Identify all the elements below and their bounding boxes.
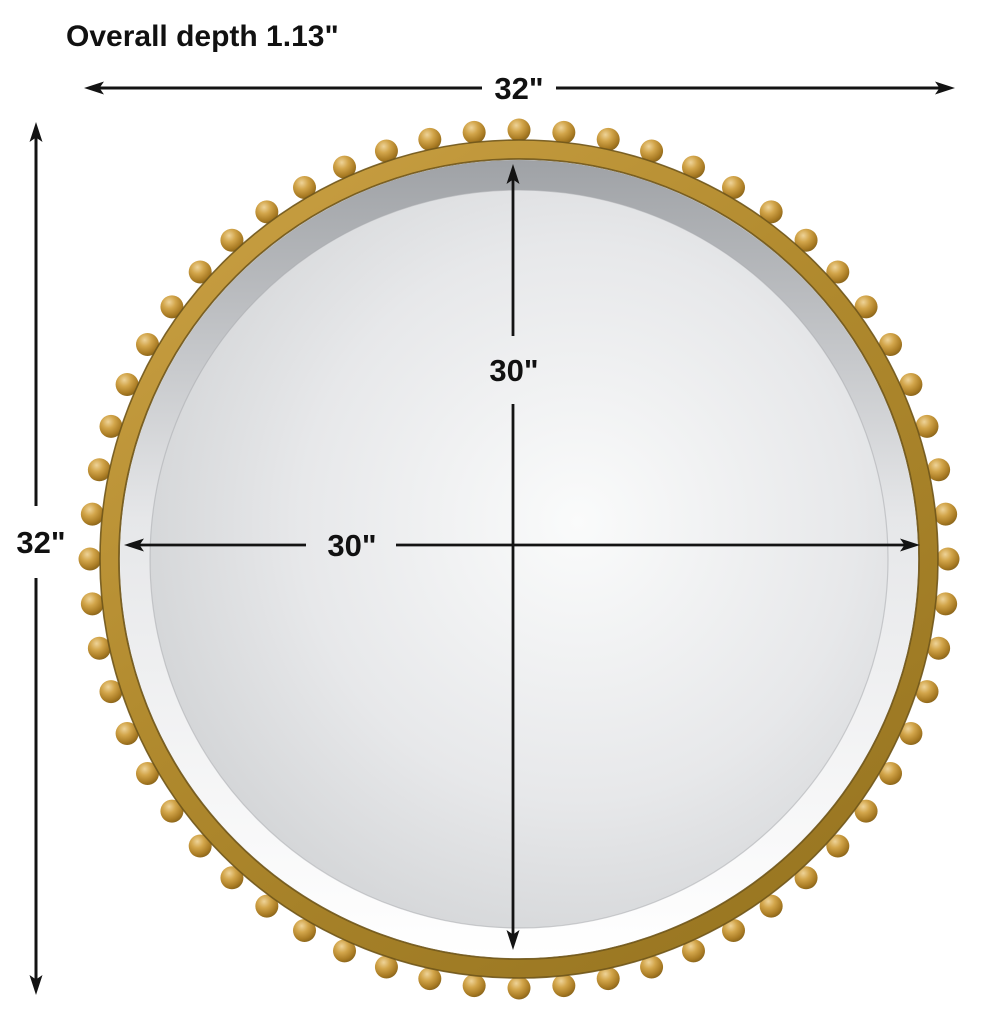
mirror-width-label: 30" — [327, 528, 376, 563]
frame-bead — [160, 295, 184, 319]
frame-bead — [596, 127, 620, 151]
frame-bead — [854, 799, 878, 823]
frame-bead — [160, 799, 184, 823]
frame-bead — [640, 139, 664, 163]
gold-frame — [99, 139, 939, 979]
frame-bead — [135, 333, 159, 356]
frame-bead — [722, 175, 745, 199]
frame-bead — [115, 721, 139, 745]
frame-bead — [374, 139, 398, 163]
overall-width-arrowheads — [84, 81, 955, 95]
arrow-down-icon — [506, 930, 520, 950]
mirror-height-label: 30" — [489, 353, 538, 388]
frame-bead — [333, 939, 357, 963]
frame-bead — [759, 894, 783, 918]
frame-bead — [80, 592, 104, 616]
frame-bead — [188, 260, 212, 284]
frame-bead — [927, 458, 951, 482]
frame-bead — [934, 502, 958, 526]
frame-bead — [462, 120, 486, 144]
frame-bead — [552, 974, 576, 998]
frame-bead — [915, 414, 939, 438]
frame-bead — [899, 373, 923, 397]
frame-bead — [115, 373, 139, 397]
gold-frame-ring — [100, 140, 938, 978]
arrow-left-icon — [84, 81, 104, 95]
arrow-left-icon — [124, 538, 144, 552]
frame-bead — [188, 834, 212, 858]
frame-bead — [80, 502, 104, 526]
arrow-right-icon — [935, 81, 955, 95]
frame-bead — [879, 333, 903, 356]
frame-bead — [135, 762, 159, 785]
frame-bead — [934, 592, 958, 616]
frame-bead — [681, 939, 705, 963]
frame-bead — [794, 866, 818, 890]
frame-bead — [596, 967, 620, 991]
mirror-glass — [120, 160, 918, 958]
overall-width-label: 32" — [494, 71, 543, 106]
frame-bead — [293, 919, 316, 943]
frame-bead — [87, 636, 111, 660]
frame-bead — [507, 118, 531, 142]
mirror-glass-surface — [150, 190, 888, 928]
frame-bead — [78, 547, 102, 571]
frame-bead — [87, 458, 111, 482]
frame-bead — [333, 155, 357, 179]
frame-bead — [826, 834, 850, 858]
frame-bead — [255, 200, 279, 224]
frame-bead — [552, 120, 576, 144]
mirror-height-arrowheads — [506, 164, 520, 950]
overall-height-arrowheads — [29, 122, 43, 995]
frame-bead — [899, 721, 923, 745]
frame-bead — [462, 974, 486, 998]
gold-frame-outer-rim — [99, 139, 939, 979]
frame-bead — [374, 955, 398, 979]
frame-bead — [99, 414, 123, 438]
frame-bead — [255, 894, 279, 918]
frame-bead — [293, 175, 316, 199]
frame-bead — [507, 976, 531, 1000]
gold-frame-inner-rim — [118, 158, 920, 960]
frame-bead — [99, 680, 123, 704]
mirror-bevel-line — [149, 189, 889, 929]
arrow-up-icon — [29, 122, 43, 142]
frame-bead — [854, 295, 878, 319]
frame-bead — [722, 919, 745, 943]
mirror-width-arrowheads — [124, 538, 920, 552]
depth-title: Overall depth 1.13" — [66, 20, 339, 53]
frame-bead — [879, 762, 903, 785]
frame-bead — [936, 547, 960, 571]
overall-height-label: 32" — [16, 525, 65, 560]
frame-bead — [418, 967, 442, 991]
frame-bead — [915, 680, 939, 704]
frame-bead — [220, 228, 244, 252]
frame-bead — [794, 228, 818, 252]
frame-bead — [418, 127, 442, 151]
frame-bead — [927, 636, 951, 660]
frame-bead — [220, 866, 244, 890]
beaded-frame — [78, 118, 960, 1000]
arrow-up-icon — [506, 164, 520, 184]
arrow-right-icon — [900, 538, 920, 552]
frame-bead — [759, 200, 783, 224]
arrow-down-icon — [29, 975, 43, 995]
frame-bead — [640, 955, 664, 979]
frame-bead — [681, 155, 705, 179]
frame-bead — [826, 260, 850, 284]
